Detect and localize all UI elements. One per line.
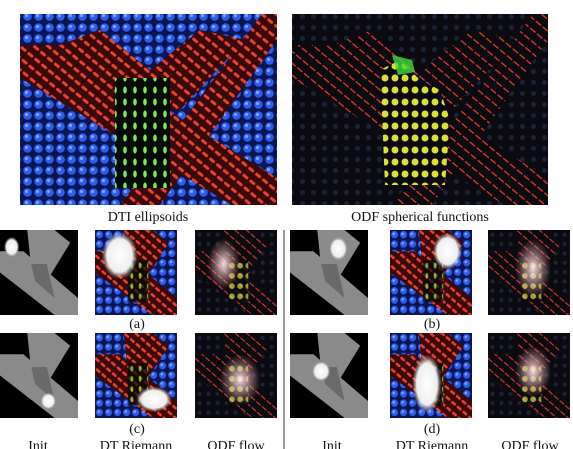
odf-image: [292, 14, 548, 205]
column-label: Init: [28, 439, 48, 449]
panel-blob: [515, 238, 552, 298]
panel-blob: [515, 345, 552, 397]
panel-label: (b): [424, 317, 441, 332]
caption: ODF spherical functions: [351, 210, 489, 225]
column-label: DT Riemann: [396, 439, 468, 449]
panel-blob: [136, 386, 173, 413]
panel-init: [290, 333, 368, 418]
panel-blob: [412, 354, 442, 414]
panel-label: (d): [424, 422, 441, 437]
panel-init: [0, 333, 78, 418]
panel-riemann: [390, 333, 472, 418]
dti-image: [20, 14, 277, 205]
panel-blob: [3, 236, 20, 258]
column-label: ODF flow: [501, 439, 559, 449]
panel-odf: [195, 333, 277, 418]
panel-blob: [219, 354, 261, 406]
panel-shade: [321, 264, 345, 298]
panel-odf: [195, 230, 277, 315]
panel-riemann: [95, 333, 177, 418]
panel-blob: [432, 232, 463, 270]
panel-blob: [101, 231, 138, 280]
caption: DTI ellipsoids: [108, 210, 189, 225]
panel-label: (a): [129, 317, 145, 332]
panel-blob: [207, 238, 241, 290]
panel-core: [422, 259, 444, 303]
panel-riemann: [390, 230, 472, 315]
panel-odf: [488, 230, 570, 315]
column-label: DT Riemann: [100, 439, 172, 449]
panel-blob: [329, 236, 348, 261]
panel-shade: [31, 264, 55, 298]
panel-blob: [40, 392, 57, 410]
panels: [0, 230, 570, 418]
panel-init: [290, 230, 368, 315]
panel-blob: [311, 361, 331, 382]
panel-riemann: [95, 230, 177, 315]
panel-shade: [31, 367, 55, 401]
panel-init: [0, 230, 78, 315]
column-label: ODF flow: [207, 439, 265, 449]
column-label: Init: [322, 439, 342, 449]
panel-odf: [488, 333, 570, 418]
panel-label: (c): [129, 422, 145, 437]
